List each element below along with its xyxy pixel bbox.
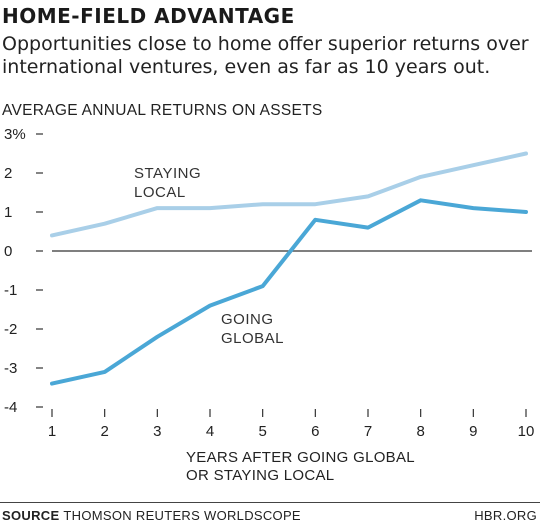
series-label-going-global: GLOBAL	[221, 330, 284, 347]
y-tick-label: 0	[4, 243, 12, 260]
x-tick-label: 5	[258, 423, 266, 440]
y-tick-label: 3%	[4, 126, 26, 143]
x-tick-label: 3	[153, 423, 161, 440]
series-label-going-global: GOING	[221, 311, 274, 328]
y-tick-label: 1	[4, 204, 12, 221]
y-axis-label: AVERAGE ANNUAL RETURNS ON ASSETS	[2, 102, 323, 119]
x-tick-label: 7	[364, 423, 372, 440]
y-tick-label: -1	[4, 282, 17, 299]
y-tick-label: -4	[4, 399, 17, 416]
y-tick-label: 2	[4, 165, 12, 182]
org-credit: HBR.ORG	[474, 508, 537, 523]
source-text: THOMSON REUTERS WORLDSCOPE	[63, 508, 301, 523]
chart-subtitle: Opportunities close to home offer superi…	[2, 33, 529, 78]
x-tick-label: 6	[311, 423, 319, 440]
x-tick-label: 9	[469, 423, 477, 440]
source-line: SOURCE THOMSON REUTERS WORLDSCOPE	[2, 508, 301, 523]
series-label-staying-local: STAYING	[134, 165, 201, 182]
x-tick-label: 1	[48, 423, 56, 440]
series-line-staying-local	[50, 151, 528, 238]
chart-title: HOME-FIELD ADVANTAGE	[2, 4, 295, 28]
footer-divider	[0, 502, 540, 503]
y-tick-label: -2	[4, 321, 17, 338]
source-label: SOURCE	[2, 508, 60, 523]
x-tick-label: 2	[100, 423, 108, 440]
x-tick-label: 10	[518, 423, 535, 440]
x-tick-label: 4	[206, 423, 214, 440]
series-label-staying-local: LOCAL	[134, 184, 186, 201]
x-axis-label: YEARS AFTER GOING GLOBAL	[186, 449, 415, 466]
y-tick-label: -3	[4, 360, 17, 377]
x-tick-label: 8	[416, 423, 424, 440]
series-line-going-global	[50, 198, 528, 386]
x-axis-label: OR STAYING LOCAL	[186, 467, 334, 484]
